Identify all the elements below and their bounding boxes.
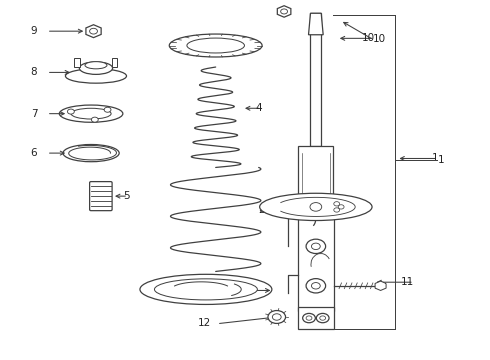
Ellipse shape (85, 62, 107, 69)
Ellipse shape (63, 144, 119, 162)
Ellipse shape (187, 38, 245, 53)
FancyBboxPatch shape (112, 58, 118, 67)
Polygon shape (277, 6, 291, 17)
Text: 7: 7 (31, 109, 37, 119)
FancyBboxPatch shape (311, 13, 321, 146)
Text: 4: 4 (255, 103, 262, 113)
Text: 3: 3 (232, 285, 239, 296)
Text: 1: 1 (431, 153, 438, 163)
Circle shape (310, 203, 322, 211)
Text: 8: 8 (31, 67, 37, 77)
Ellipse shape (66, 69, 126, 83)
Text: 2: 2 (258, 206, 265, 216)
Circle shape (92, 117, 98, 122)
Circle shape (312, 283, 320, 289)
Ellipse shape (169, 34, 262, 57)
Ellipse shape (260, 193, 372, 221)
Ellipse shape (71, 108, 111, 119)
FancyBboxPatch shape (297, 211, 334, 311)
Circle shape (281, 9, 288, 14)
Text: 12: 12 (197, 319, 211, 328)
Text: 6: 6 (31, 148, 37, 158)
Text: 5: 5 (123, 191, 130, 201)
Ellipse shape (154, 279, 257, 300)
Circle shape (306, 239, 326, 253)
Circle shape (90, 28, 98, 34)
Polygon shape (86, 25, 101, 38)
Text: 9: 9 (31, 26, 37, 36)
Ellipse shape (59, 105, 123, 122)
Text: 1: 1 (438, 155, 444, 165)
Circle shape (68, 109, 74, 114)
FancyBboxPatch shape (74, 58, 80, 67)
Polygon shape (375, 281, 386, 291)
Ellipse shape (79, 62, 113, 75)
Circle shape (312, 243, 320, 249)
Circle shape (320, 316, 326, 320)
FancyBboxPatch shape (297, 307, 334, 329)
Circle shape (338, 205, 344, 209)
FancyBboxPatch shape (298, 146, 333, 203)
Circle shape (303, 314, 316, 323)
Circle shape (334, 202, 340, 206)
Text: 11: 11 (400, 277, 414, 287)
Text: 10: 10 (373, 34, 386, 44)
Polygon shape (309, 13, 323, 35)
Circle shape (272, 314, 281, 320)
Circle shape (306, 316, 312, 320)
Text: 10: 10 (361, 33, 374, 43)
Circle shape (317, 314, 329, 323)
FancyBboxPatch shape (90, 181, 112, 211)
Circle shape (306, 279, 326, 293)
Circle shape (334, 208, 340, 212)
Circle shape (268, 311, 286, 323)
Circle shape (104, 107, 111, 112)
Ellipse shape (140, 274, 272, 305)
